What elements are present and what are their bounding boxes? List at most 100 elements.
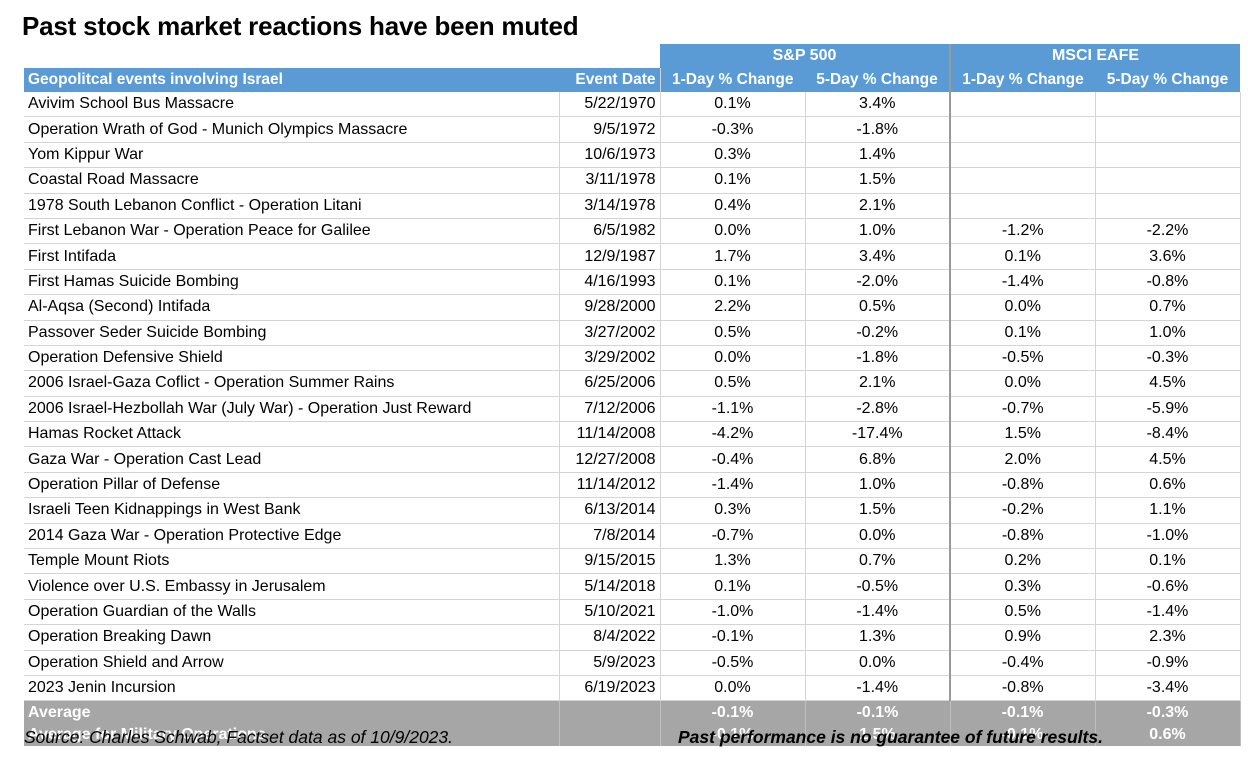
msci-1day-cell: -0.1% xyxy=(950,723,1096,747)
sp500-5day-cell: 0.5% xyxy=(805,294,951,321)
sp500-5day-cell: 1.4% xyxy=(805,142,951,169)
header-event: Geopolitcal events involving Israel xyxy=(24,68,559,92)
msci-5day-cell xyxy=(1095,92,1241,118)
msci-1day-cell xyxy=(950,142,1096,169)
events-table: S&P 500 MSCI EAFE Geopolitcal events inv… xyxy=(24,44,1241,747)
table-row: 1978 South Lebanon Conflict - Operation … xyxy=(24,193,1241,219)
event-cell: Average xyxy=(24,700,560,724)
msci-5day-cell: -8.4% xyxy=(1095,421,1241,448)
event-cell: Operation Pillar of Defense xyxy=(24,472,560,499)
event-cell: Hamas Rocket Attack xyxy=(24,421,560,448)
event-cell: Operation Shield and Arrow xyxy=(24,650,560,676)
table-row: Avivim School Bus Massacre 5/22/1970 0.1% 3… xyxy=(24,92,1241,118)
sp500-5day-cell: -1.4% xyxy=(805,599,951,626)
group-msci-eafe: MSCI EAFE xyxy=(950,44,1240,68)
event-cell: Temple Mount Riots xyxy=(24,548,560,575)
table-row: Israeli Teen Kidnappings in West Bank 6/1… xyxy=(24,497,1241,524)
header-sp500-1day: 1-Day % Change xyxy=(660,68,805,92)
table-row: 2014 Gaza War - Operation Protective Edg… xyxy=(24,523,1241,550)
msci-5day-cell: -0.9% xyxy=(1095,650,1241,676)
sp500-1day-cell: 0.1% xyxy=(660,167,806,194)
sp500-1day-cell: -0.3% xyxy=(660,116,806,143)
date-cell: 9/15/2015 xyxy=(559,548,661,575)
msci-5day-cell: 2.3% xyxy=(1095,624,1241,651)
table-row: Operation Shield and Arrow 5/9/2023 -0.5% 0… xyxy=(24,650,1241,676)
msci-1day-cell: -0.5% xyxy=(950,345,1096,372)
msci-5day-cell: -0.3% xyxy=(1095,700,1241,724)
event-cell: 1978 South Lebanon Conflict - Operation … xyxy=(24,193,560,219)
msci-1day-cell: 0.9% xyxy=(950,624,1096,651)
msci-5day-cell xyxy=(1095,142,1241,169)
msci-1day-cell: -1.4% xyxy=(950,269,1096,296)
sp500-1day-cell: 0.0% xyxy=(660,218,806,245)
header-msci-1day: 1-Day % Change xyxy=(950,68,1095,92)
msci-1day-cell xyxy=(950,167,1096,194)
table-row: Gaza War - Operation Cast Lead 12/27/2008… xyxy=(24,446,1241,473)
date-cell: 10/6/1973 xyxy=(559,142,661,169)
event-cell: 2006 Israel-Gaza Coflict - Operation Sum… xyxy=(24,370,560,397)
date-cell: 3/14/1978 xyxy=(559,193,661,219)
sp500-1day-cell: 1.3% xyxy=(660,548,806,575)
msci-5day-cell: 1.1% xyxy=(1095,497,1241,524)
sp500-1day-cell: 0.3% xyxy=(660,497,806,524)
msci-1day-cell: 0.1% xyxy=(950,320,1096,346)
date-cell: 11/14/2008 xyxy=(559,421,661,448)
sp500-5day-cell: 3.4% xyxy=(805,243,951,270)
msci-1day-cell xyxy=(950,92,1096,118)
sp500-5day-cell: -1.4% xyxy=(805,675,951,702)
sp500-5day-cell: 1.5% xyxy=(805,723,951,747)
event-cell: First Lebanon War - Operation Peace for … xyxy=(24,218,560,245)
table-row: First Intifada 12/9/1987 1.7% 3.4% 0.1% 3.6% xyxy=(24,243,1241,270)
sp500-1day-cell: -0.1% xyxy=(660,624,806,651)
source-note: Source: Charles Schwab, Factset data as … xyxy=(24,727,453,747)
date-cell: 11/14/2012 xyxy=(559,472,661,499)
msci-1day-cell xyxy=(950,116,1096,143)
sp500-1day-cell: -0.1% xyxy=(660,700,806,724)
date-cell: 5/22/1970 xyxy=(559,92,661,118)
msci-1day-cell: -0.8% xyxy=(950,675,1096,702)
event-cell: Al-Aqsa (Second) Intifada xyxy=(24,294,560,321)
event-cell: Violence over U.S. Embassy in Jerusalem xyxy=(24,573,560,600)
table-row: 2006 Israel-Hezbollah War (July War) - O… xyxy=(24,396,1241,423)
disclaimer-note: Past performance is no guarantee of futu… xyxy=(678,727,1103,747)
msci-1day-cell: -1.2% xyxy=(950,218,1096,245)
table-row: Coastal Road Massacre 3/11/1978 0.1% 1.5% xyxy=(24,167,1241,194)
sp500-1day-cell: -0.1% xyxy=(660,723,806,747)
date-cell xyxy=(559,700,661,724)
date-cell: 6/5/1982 xyxy=(559,218,661,245)
date-cell: 4/16/1993 xyxy=(559,269,661,296)
msci-1day-cell xyxy=(950,193,1096,219)
sp500-5day-cell: 6.8% xyxy=(805,446,951,473)
date-cell: 5/9/2023 xyxy=(559,650,661,676)
event-cell: Passover Seder Suicide Bombing xyxy=(24,320,560,346)
msci-1day-cell: 0.0% xyxy=(950,294,1096,321)
msci-5day-cell: 4.5% xyxy=(1095,370,1241,397)
sp500-1day-cell: -1.1% xyxy=(660,396,806,423)
summary-body: Average -0.1% -0.1% -0.1% -0.3% Average for M… xyxy=(24,700,1241,747)
date-cell: 3/29/2002 xyxy=(559,345,661,372)
event-cell: Avivim School Bus Massacre xyxy=(24,92,560,118)
table-row: First Lebanon War - Operation Peace for … xyxy=(24,218,1241,245)
sp500-1day-cell: 0.3% xyxy=(660,142,806,169)
msci-1day-cell: -0.8% xyxy=(950,472,1096,499)
msci-1day-cell: 2.0% xyxy=(950,446,1096,473)
event-cell: Gaza War - Operation Cast Lead xyxy=(24,446,560,473)
event-cell: Yom Kippur War xyxy=(24,142,560,169)
sp500-1day-cell: 0.4% xyxy=(660,193,806,219)
event-cell: 2014 Gaza War - Operation Protective Edg… xyxy=(24,523,560,550)
table-row: Passover Seder Suicide Bombing 3/27/2002 0… xyxy=(24,320,1241,346)
date-cell: 5/14/2018 xyxy=(559,573,661,600)
summary-row: Average -0.1% -0.1% -0.1% -0.3% xyxy=(24,700,1241,724)
sp500-1day-cell: -0.7% xyxy=(660,523,806,550)
msci-1day-cell: -0.7% xyxy=(950,396,1096,423)
msci-5day-cell: -0.8% xyxy=(1095,269,1241,296)
table-row: Operation Pillar of Defense 11/14/2012 -1.… xyxy=(24,472,1241,499)
msci-5day-cell: -1.4% xyxy=(1095,599,1241,626)
msci-5day-cell: 3.6% xyxy=(1095,243,1241,270)
msci-1day-cell: 0.2% xyxy=(950,548,1096,575)
msci-1day-cell: 0.3% xyxy=(950,573,1096,600)
msci-1day-cell: 1.5% xyxy=(950,421,1096,448)
sp500-5day-cell: 0.7% xyxy=(805,548,951,575)
sp500-5day-cell: 2.1% xyxy=(805,370,951,397)
table-row: Temple Mount Riots 9/15/2015 1.3% 0.7% 0.2% 0… xyxy=(24,548,1241,575)
